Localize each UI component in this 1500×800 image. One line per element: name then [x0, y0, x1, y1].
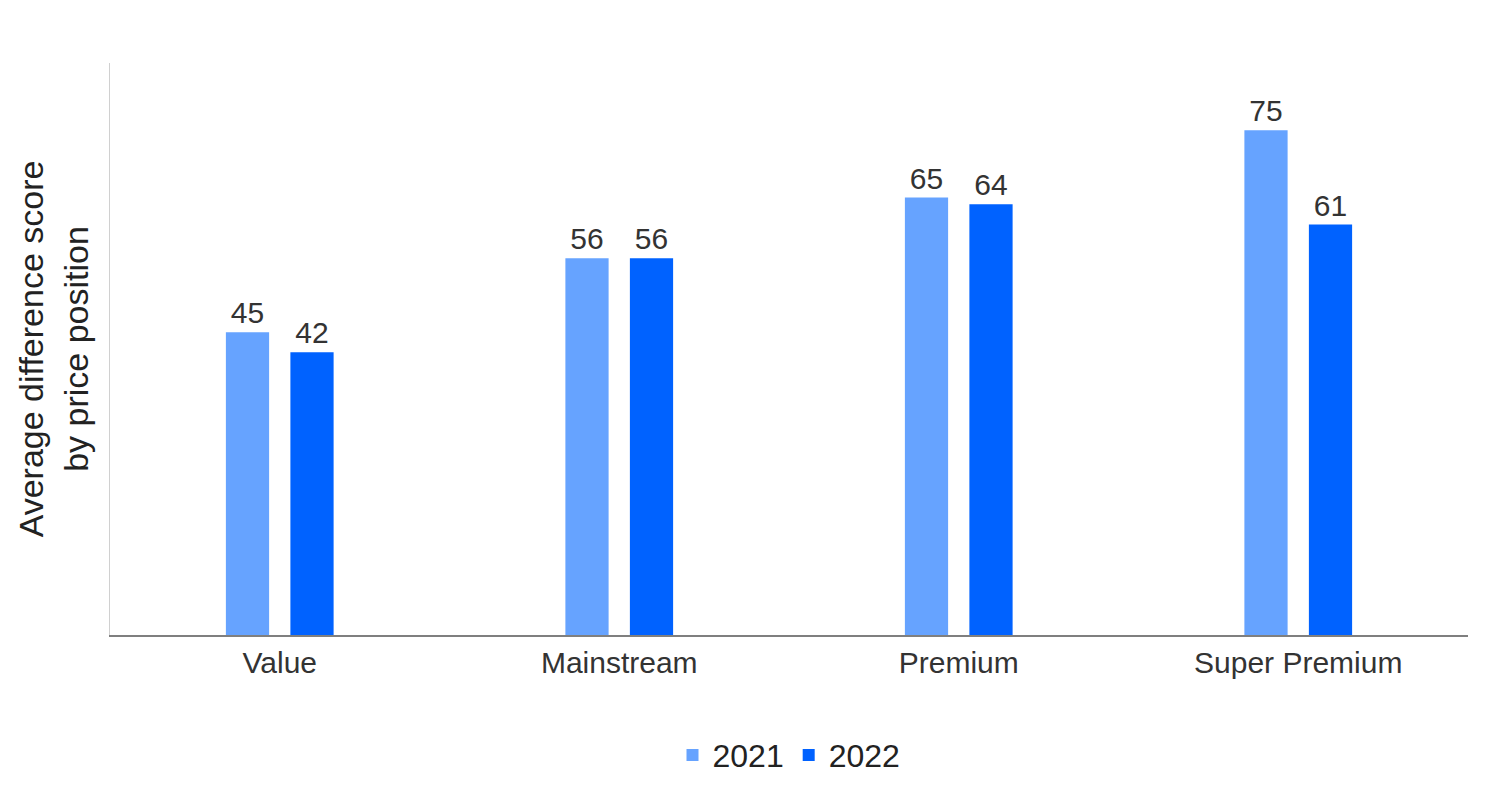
svg-text:Average difference scoreby pri: Average difference scoreby price positio…: [12, 161, 94, 538]
svg-text:64: 64: [974, 168, 1007, 201]
svg-text:2022: 2022: [829, 738, 900, 774]
svg-text:56: 56: [635, 222, 668, 255]
svg-text:42: 42: [295, 316, 328, 349]
svg-text:56: 56: [570, 222, 603, 255]
svg-text:45: 45: [231, 296, 264, 329]
svg-text:2021: 2021: [713, 738, 784, 774]
svg-text:61: 61: [1314, 189, 1347, 222]
svg-text:Value: Value: [242, 646, 317, 679]
svg-text:Mainstream: Mainstream: [541, 646, 698, 679]
svg-text:65: 65: [910, 162, 943, 195]
svg-text:75: 75: [1249, 94, 1282, 127]
svg-text:Premium: Premium: [899, 646, 1019, 679]
svg-text:Super Premium: Super Premium: [1194, 646, 1402, 679]
